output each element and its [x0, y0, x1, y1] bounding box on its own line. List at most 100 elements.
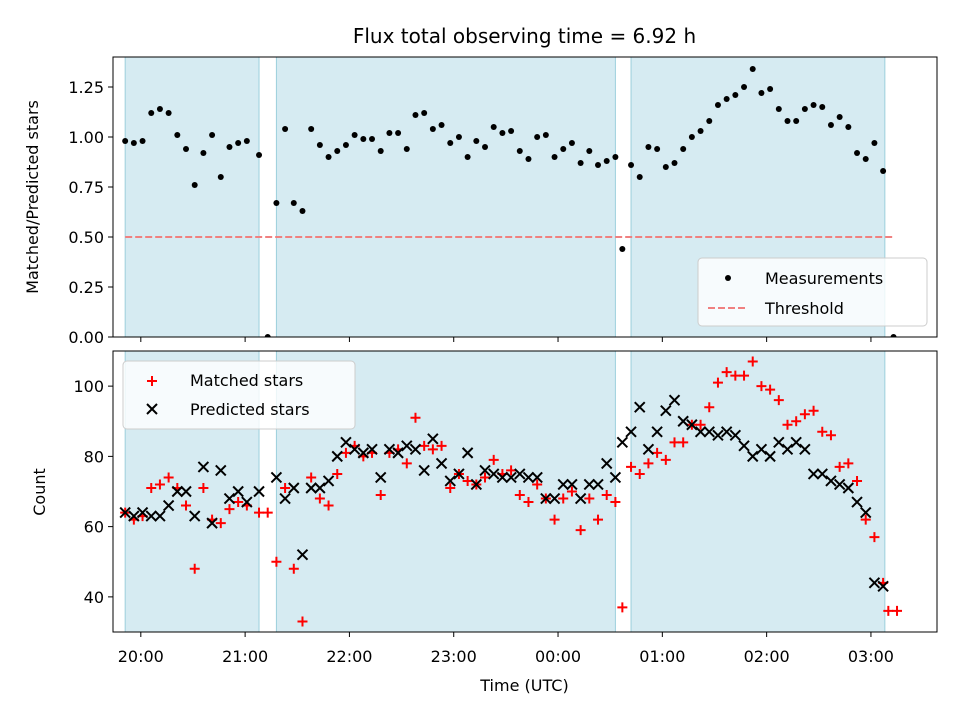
matched-star-point: [892, 605, 903, 616]
measurement-point: [551, 154, 558, 160]
predicted-star-point: [807, 468, 820, 480]
matched-star-point: [695, 419, 706, 430]
matched-star-point: [154, 479, 165, 490]
matched-star-point: [488, 454, 499, 465]
predicted-star-point: [206, 517, 218, 529]
matched-star-point: [730, 370, 741, 381]
predicted-star-point: [816, 468, 828, 480]
predicted-star-point: [435, 457, 448, 470]
predicted-star-point: [154, 510, 166, 522]
measurement-point: [473, 138, 480, 144]
measurement-point: [836, 114, 843, 120]
legend-matched-label: Matched stars: [190, 371, 303, 390]
matched-star-point: [532, 479, 543, 490]
x-tick-label: 03:00: [848, 647, 894, 666]
predicted-star-point: [592, 478, 604, 491]
matched-star-point: [747, 356, 758, 367]
measurement-point: [256, 152, 263, 158]
predicted-star-point: [616, 436, 629, 449]
measurement-point: [464, 154, 471, 160]
measurement-point: [282, 126, 289, 132]
measurement-point: [662, 164, 669, 170]
predicted-star-point: [531, 471, 543, 484]
predicted-star-point: [136, 506, 149, 519]
measurement-point: [316, 142, 323, 148]
measurement-point: [577, 160, 584, 166]
matched-star-point: [181, 500, 192, 511]
measurement-point: [586, 148, 593, 154]
bottom-panel-counts: 40 60 80 100 20:00 21:00 22:00 23:00 00:00 01:00 0…: [73, 350, 938, 666]
matched-star-point: [271, 556, 282, 567]
matched-star-point: [817, 426, 828, 437]
measurement-point: [235, 140, 242, 146]
bottom-y-tick-label: 80: [84, 447, 104, 466]
matched-star-point: [462, 475, 473, 486]
matched-star-point: [601, 490, 612, 501]
predicted-star-point: [877, 580, 889, 593]
top-y-tick-label: 1.25: [68, 78, 104, 97]
measurement-point: [880, 168, 887, 174]
measurement-point: [156, 106, 163, 112]
measurement-point: [508, 128, 515, 134]
predicted-star-point: [860, 506, 872, 519]
measurement-point: [334, 148, 341, 154]
matched-star-point: [558, 493, 569, 504]
measurement-point: [386, 130, 393, 136]
matched-star-point: [869, 532, 880, 543]
predicted-star-point: [401, 440, 413, 452]
measurement-point: [403, 146, 410, 152]
matched-star-point: [852, 475, 863, 486]
measurement-point: [429, 126, 436, 132]
predicted-star-point: [773, 436, 785, 449]
measurement-point: [438, 122, 445, 128]
predicted-star-point: [842, 482, 855, 494]
predicted-star-point: [128, 510, 140, 522]
bottom-y-tick-label: 60: [84, 518, 104, 537]
matched-star-point: [566, 486, 577, 497]
predicted-star-point: [488, 468, 500, 480]
measurement-point: [801, 106, 808, 112]
matched-star-point: [189, 563, 200, 574]
matched-star-point: [224, 504, 235, 515]
matched-star-point: [514, 490, 525, 501]
predicted-star-point: [392, 447, 404, 459]
predicted-star-point: [145, 510, 157, 522]
measurement-point: [680, 146, 687, 152]
top-shaded-interval: [275, 56, 616, 338]
predicted-star-point: [781, 443, 794, 456]
predicted-star-point: [331, 450, 343, 463]
measurement-point: [654, 146, 661, 152]
legend-threshold-label: Threshold: [764, 299, 844, 318]
measurement-point: [534, 134, 541, 140]
top-legend: Measurements Threshold: [697, 257, 928, 327]
predicted-star-point: [223, 492, 236, 505]
measurement-point: [819, 104, 826, 110]
x-tick-label: 22:00: [326, 647, 372, 666]
measurement-point: [273, 200, 280, 206]
matched-star-point: [712, 377, 723, 388]
top-y-tick-label: 0.00: [68, 328, 104, 347]
predicted-star-point: [322, 475, 335, 487]
matched-star-point: [523, 497, 534, 508]
predicted-star-point: [279, 492, 291, 505]
measurement-point: [139, 138, 146, 144]
predicted-star-point: [600, 457, 613, 470]
measurement-point: [209, 132, 216, 138]
top-shaded-interval: [124, 56, 260, 338]
measurement-point: [612, 154, 619, 160]
predicted-star-point: [340, 436, 352, 449]
matched-star-point: [410, 412, 421, 423]
predicted-star-point: [171, 485, 184, 498]
measurement-point: [455, 134, 462, 140]
measurement-point: [165, 110, 172, 116]
measurement-point: [148, 110, 155, 116]
measurement-point: [369, 136, 376, 142]
matched-star-point: [401, 458, 412, 469]
measurement-point: [723, 96, 730, 102]
measurement-point: [793, 118, 800, 124]
matched-star-point: [427, 444, 438, 455]
matched-star-point: [808, 405, 819, 416]
measurement-point: [183, 146, 190, 152]
measurement-point: [308, 126, 315, 132]
